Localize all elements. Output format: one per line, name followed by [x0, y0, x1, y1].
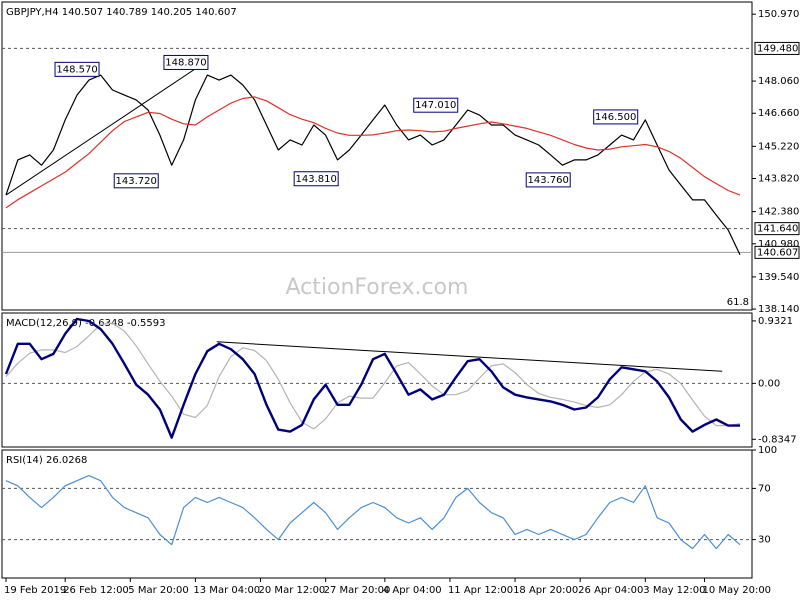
annotation-box	[163, 54, 209, 70]
x-tick-label: 18 Apr 20:00	[513, 585, 578, 596]
y-tick-label: 30	[758, 535, 771, 546]
x-tick-label: 26 Apr 04:00	[578, 585, 643, 596]
x-tick-label: 3 May 12:00	[643, 585, 705, 596]
x-tick-label: 26 Feb 12:00	[63, 585, 129, 596]
annotation-box	[54, 61, 100, 77]
annotation-box	[413, 97, 459, 113]
series-line	[4, 317, 740, 439]
annotation-label: 147.010	[415, 100, 456, 111]
y-tick-label: 139.540	[758, 272, 799, 283]
y-tick-label: 140.980	[758, 239, 799, 250]
annotation-label: 146.500	[595, 112, 636, 123]
y-tick-label: 148.060	[758, 76, 799, 87]
level-label-box	[754, 41, 800, 55]
panel	[1, 449, 753, 579]
y-tick-label: 146.660	[758, 108, 799, 119]
y-tick-label: 150.970	[758, 9, 799, 20]
panel-title: MACD(12,26,9) -0.6348 -0.5593	[6, 318, 166, 329]
y-tick-label: 143.820	[758, 174, 799, 185]
x-tick-label: 27 Mar 20:00	[324, 585, 391, 596]
annotation-label: 148.570	[56, 64, 97, 75]
annotation-box	[113, 173, 159, 189]
series-line	[5, 96, 741, 209]
level-label-box	[754, 222, 800, 236]
annotation-box	[593, 109, 639, 125]
trendline	[216, 341, 723, 372]
x-tick-label: 10 May 20:00	[702, 585, 771, 596]
watermark: ActionForex.com	[286, 275, 469, 300]
level-label-box	[754, 245, 800, 259]
annotation-box	[525, 172, 571, 188]
x-tick-label: 11 Apr 12:00	[448, 585, 513, 596]
trendline	[5, 62, 206, 196]
x-tick-label: 19 Feb 2019	[4, 585, 66, 596]
series-line	[5, 322, 741, 430]
series-line	[5, 74, 741, 256]
y-tick-label: 70	[758, 483, 771, 494]
y-tick-label: 0.00	[758, 378, 780, 389]
panel	[1, 1, 753, 311]
annotation-box	[293, 171, 339, 187]
y-tick-label: 100	[758, 445, 777, 456]
level-label: 140.607	[757, 247, 798, 258]
y-tick-label: 0.9321	[758, 316, 793, 327]
x-tick-label: 20 Mar 12:00	[259, 585, 326, 596]
level-label: 141.640	[757, 224, 798, 235]
series-line	[5, 475, 741, 550]
y-tick-label: 145.220	[758, 141, 799, 152]
panel-title: RSI(14) 26.0268	[6, 455, 87, 466]
x-tick-label: 5 Mar 20:00	[128, 585, 188, 596]
level-label: 149.480	[757, 43, 798, 54]
x-tick-label: 13 Mar 04:00	[193, 585, 260, 596]
y-tick-label: 138.140	[758, 304, 799, 315]
panel-title: GBPJPY,H4 140.507 140.789 140.205 140.60…	[6, 7, 237, 18]
y-tick-label: 142.380	[758, 207, 799, 218]
annotation-label: 148.870	[165, 57, 206, 68]
panel	[1, 312, 753, 448]
annotation-label: 143.760	[528, 175, 569, 186]
annotation-label: 143.720	[116, 176, 157, 187]
x-tick-label: 4 Apr 04:00	[383, 585, 442, 596]
y-tick-label: -0.8347	[758, 434, 797, 445]
annotation-label: 143.810	[295, 174, 336, 185]
fib-label: 61.8	[727, 297, 749, 308]
